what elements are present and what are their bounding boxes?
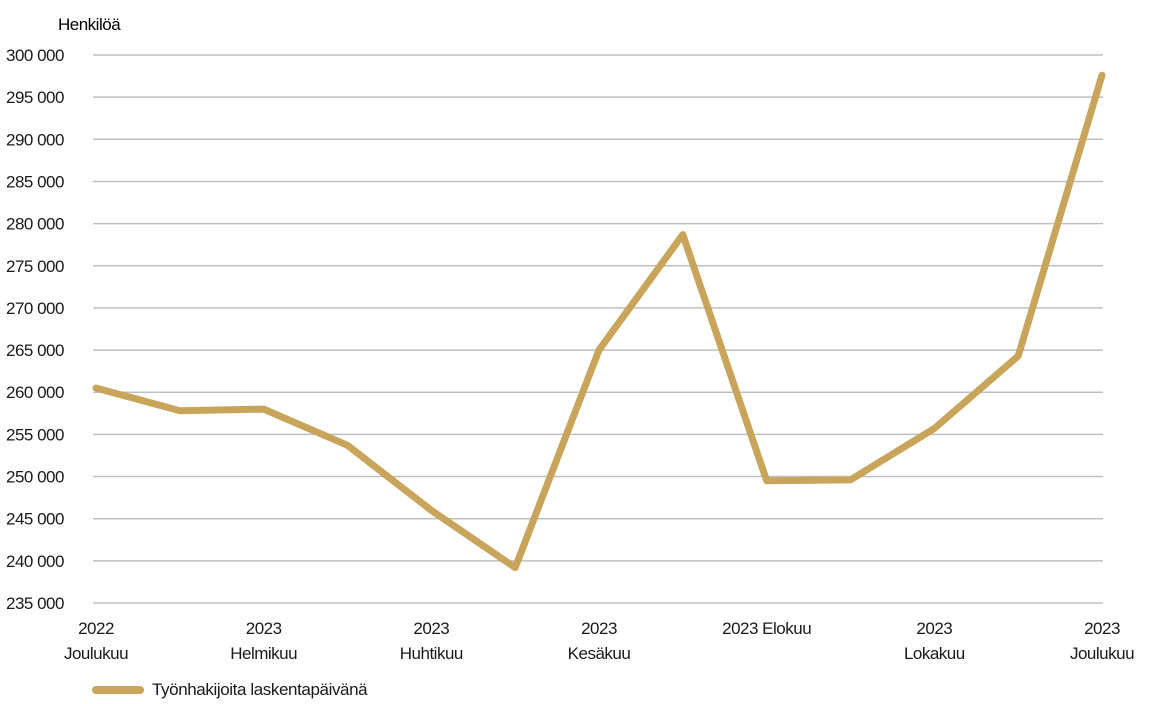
- legend-swatch: [92, 686, 144, 694]
- legend: Työnhakijoita laskentapäivänä: [92, 680, 368, 700]
- x-tick-label: 2022 Joulukuu: [64, 619, 128, 663]
- legend-label: Työnhakijoita laskentapäivänä: [152, 680, 368, 699]
- y-tick-label: 285 000: [6, 172, 64, 191]
- y-tick-label: 240 000: [6, 552, 64, 571]
- gridlines: [93, 54, 1103, 604]
- y-tick-label: 245 000: [6, 510, 64, 529]
- x-tick-label: 2023 Huhtikuu: [400, 619, 463, 663]
- y-tick-label: 235 000: [6, 594, 64, 613]
- x-tick-label: 2023 Elokuu: [722, 619, 811, 638]
- y-tick-label: 300 000: [6, 46, 64, 65]
- series-line: [92, 71, 1106, 572]
- y-tick-labels: 300 000 295 000 290 000 285 000 280 000 275 0…: [6, 46, 64, 613]
- y-tick-label: 260 000: [6, 383, 64, 402]
- y-tick-label: 295 000: [6, 88, 64, 107]
- line-chart: Henkilöä 300 000 295 000 290 000 285 000 280…: [6, 15, 1135, 663]
- series-lines: [92, 71, 1106, 572]
- x-tick-label: 2023 Helmikuu: [230, 619, 297, 663]
- y-tick-label: 270 000: [6, 299, 64, 318]
- y-tick-label: 255 000: [6, 425, 64, 444]
- x-tick-labels: 2022 Joulukuu 2023 Helmikuu 2023 Huhtikuu 2023…: [64, 619, 1135, 663]
- x-tick-label: 2023 Joulukuu: [1070, 619, 1134, 663]
- y-tick-label: 250 000: [6, 468, 64, 487]
- y-tick-label: 280 000: [6, 215, 64, 234]
- y-axis-label: Henkilöä: [58, 15, 121, 34]
- x-tick-label: 2023 Kesäkuu: [568, 619, 631, 663]
- y-tick-label: 265 000: [6, 341, 64, 360]
- x-tick-label: 2023 Lokakuu: [904, 619, 965, 663]
- y-tick-label: 275 000: [6, 257, 64, 276]
- y-tick-label: 290 000: [6, 130, 64, 149]
